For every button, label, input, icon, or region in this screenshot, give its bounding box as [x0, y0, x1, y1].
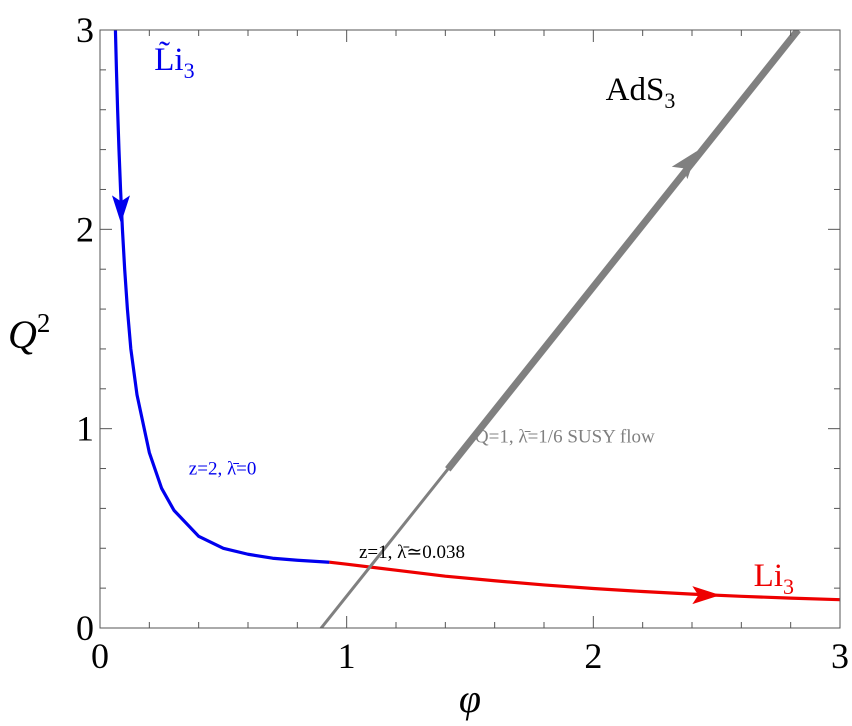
- y-tick-label: 1: [76, 409, 94, 449]
- annotation-susy-flow: Q=1, λ̄=1/6 SUSY flow: [475, 427, 655, 448]
- series-line-1: [329, 560, 840, 602]
- direction-arrows: [111, 151, 721, 605]
- arrow-1: [692, 586, 721, 605]
- x-axis-label: φ: [459, 676, 481, 721]
- x-tick-label: 3: [831, 636, 849, 676]
- y-axis-label: Q2: [8, 308, 50, 357]
- plot-frame: [99, 29, 841, 629]
- y-axis-label-sup: 2: [37, 308, 51, 338]
- curve-label-ads3-base: AdS: [606, 72, 665, 108]
- curve-label-ads3: AdS3: [606, 72, 676, 113]
- axis-tick-labels: 0 1 2 3 0 1 2 3: [76, 10, 849, 676]
- curve-label-li3-tilde: L̃i3: [154, 39, 194, 83]
- x-tick-label: 2: [584, 636, 602, 676]
- curve-label-li3-base: Li: [754, 558, 783, 594]
- y-tick-label: 2: [76, 209, 94, 249]
- arrow-2: [671, 151, 698, 180]
- curve-label-li3-tilde-base: L̃i: [154, 39, 183, 78]
- curve-label-li3-sub: 3: [783, 574, 794, 599]
- series-line-thick-2: [445, 30, 801, 472]
- axis-ticks: [99, 29, 841, 629]
- x-tick-label: 0: [91, 636, 109, 676]
- curve-label-li3: Li3: [754, 558, 794, 599]
- curve-label-li3-tilde-sub: 3: [184, 58, 195, 83]
- y-tick-label: 3: [76, 10, 94, 50]
- annotation-z1: z=1, λ̄≃0.038: [359, 542, 465, 563]
- x-tick-label: 1: [338, 636, 356, 676]
- annotation-z2: z=2, λ̄=0: [189, 459, 257, 480]
- y-axis-label-base: Q: [8, 312, 37, 357]
- curve-label-ads3-sub: 3: [664, 88, 675, 113]
- series-line-0: [113, 30, 330, 564]
- plot-curves: [113, 30, 840, 628]
- y-tick-label: 0: [76, 608, 94, 648]
- arrow-0: [111, 195, 130, 224]
